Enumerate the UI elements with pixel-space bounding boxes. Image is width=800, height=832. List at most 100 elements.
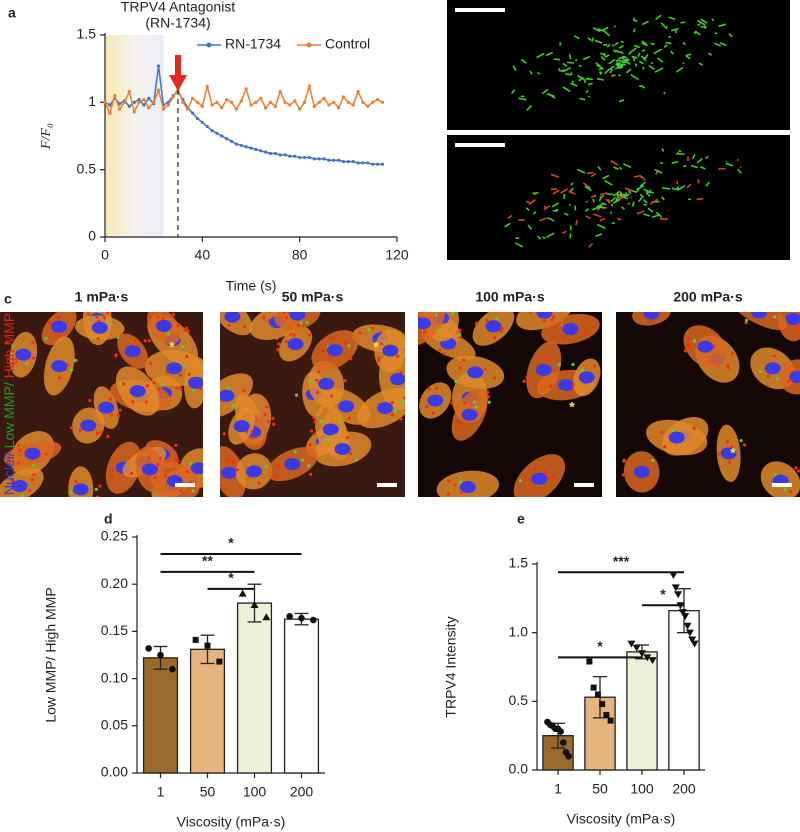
mitochondrion: [349, 452, 353, 456]
micrograph-content: [0, 306, 213, 497]
micrograph-annotation: *: [169, 339, 175, 355]
mitochondrion: [546, 476, 551, 480]
x-tick-label: 120: [385, 247, 409, 263]
mitochondrion: [551, 474, 555, 478]
mitochondrion: [528, 199, 536, 206]
mitochondrion: [610, 74, 616, 77]
mitochondrion: [611, 43, 615, 48]
mitochondrion: [638, 60, 644, 65]
data-point: [683, 622, 692, 630]
mitochondrion: [313, 420, 317, 424]
mitochondrion: [548, 384, 553, 388]
mitochondrion: [284, 339, 288, 344]
mitochondrion: [773, 315, 777, 319]
mitochondrion: [307, 464, 311, 468]
mitochondrion: [235, 468, 239, 472]
mitochondrion: [552, 326, 556, 330]
mitochondrion: [44, 336, 48, 341]
mitochondrion: [584, 208, 589, 213]
data-point: [648, 657, 657, 665]
mitochondrion: [435, 386, 439, 390]
mitochondrion: [678, 150, 682, 153]
mitochondrion: [686, 342, 690, 347]
stain-label-part: Low MMP/: [1, 382, 17, 448]
mitochondrion: [648, 64, 655, 71]
mitochondrion: [442, 307, 445, 310]
mitochondrion: [682, 41, 686, 46]
mitochondrion: [499, 329, 503, 333]
mitochondrion: [474, 321, 478, 326]
mitochondrion: [571, 362, 575, 367]
mitochondrion: [737, 168, 742, 174]
point: [293, 154, 297, 158]
mitochondrion: [458, 366, 462, 370]
mitochondrion: [649, 319, 653, 323]
mitochondrion: [558, 68, 561, 72]
mitochondrion: [32, 473, 36, 477]
mitochondrion: [587, 82, 593, 86]
mitochondrion: [595, 62, 602, 68]
point: [254, 100, 258, 104]
point: [229, 139, 234, 143]
mitochondrion: [616, 197, 619, 200]
nucleus: [220, 389, 235, 402]
point: [288, 154, 292, 158]
mitochondrion: [587, 77, 590, 80]
mitochondrion: [536, 52, 545, 59]
mitochondrion: [592, 364, 597, 369]
mitochondrion: [403, 396, 405, 400]
mitochondrion: [242, 325, 247, 329]
mitochondrion: [634, 63, 638, 67]
mitochondrion: [714, 42, 721, 47]
mitochondrion: [562, 300, 565, 303]
mitochondrion: [719, 42, 727, 47]
bar: [626, 651, 658, 771]
mitochondrion: [766, 374, 771, 378]
mitochondrion: [728, 460, 732, 464]
mitochondrion: [343, 378, 347, 383]
mitochondrion: [614, 50, 619, 53]
mitochondrion: [212, 318, 215, 321]
significance-label: **: [202, 553, 213, 569]
mitochondrion: [358, 331, 363, 335]
mitochondrion: [686, 183, 692, 189]
mitochondrion: [528, 312, 533, 314]
mitochondrion: [562, 230, 567, 235]
mitochondrion: [309, 380, 313, 384]
mitochondrion: [458, 328, 462, 332]
mitochondrion: [69, 368, 74, 372]
mitochondrion: [82, 306, 85, 309]
mitochondrion: [148, 315, 152, 319]
mitochondrion: [257, 481, 261, 485]
mitochondrion: [634, 44, 641, 49]
nucleus: [633, 465, 650, 478]
mitochondrion: [605, 198, 611, 204]
mitochondrion: [541, 88, 549, 95]
nucleus: [51, 320, 68, 333]
mitochondrion: [699, 166, 706, 170]
mitochondrion: [403, 358, 405, 362]
mitochondrion: [599, 217, 605, 222]
mitochondrion: [673, 187, 682, 191]
mitochondrion: [376, 358, 381, 362]
point: [147, 96, 151, 100]
mitochondrion: [96, 495, 100, 497]
mitochondrion: [596, 77, 604, 81]
mitochondrion: [436, 329, 440, 333]
mitochondrion: [647, 207, 654, 213]
mitochondrion: [210, 470, 213, 473]
mitochondrion: [547, 93, 555, 97]
x-tick-label: 200: [672, 781, 696, 797]
point: [259, 149, 263, 153]
mitochondrion: [156, 315, 160, 319]
mitochondrion: [131, 400, 135, 404]
point: [161, 107, 165, 111]
data-point: [671, 584, 680, 592]
mitochondrion: [703, 25, 707, 30]
point: [278, 89, 282, 94]
significance-label: *: [660, 586, 666, 602]
mitochondrion: [602, 174, 610, 180]
mitochondrion: [580, 368, 584, 372]
point: [225, 98, 229, 102]
mitochondrion: [612, 190, 621, 197]
